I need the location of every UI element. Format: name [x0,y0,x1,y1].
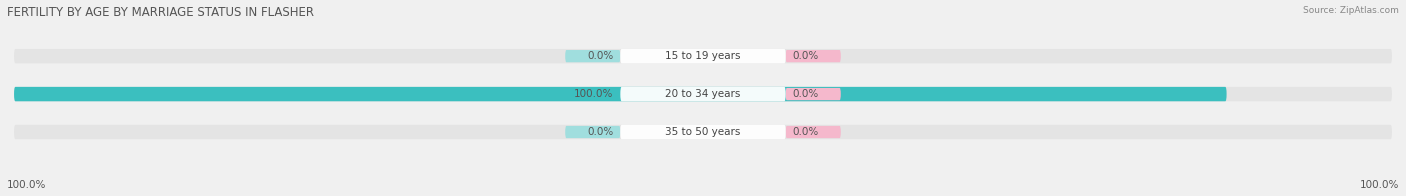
FancyBboxPatch shape [14,125,1392,139]
Text: 0.0%: 0.0% [793,127,818,137]
Text: 15 to 19 years: 15 to 19 years [665,51,741,61]
FancyBboxPatch shape [786,126,841,138]
Text: 0.0%: 0.0% [793,89,818,99]
Text: 20 to 34 years: 20 to 34 years [665,89,741,99]
FancyBboxPatch shape [565,126,620,138]
Text: 0.0%: 0.0% [588,51,613,61]
Text: 0.0%: 0.0% [793,51,818,61]
FancyBboxPatch shape [565,50,620,62]
FancyBboxPatch shape [620,87,786,101]
FancyBboxPatch shape [786,88,841,100]
Text: 0.0%: 0.0% [588,127,613,137]
Text: 35 to 50 years: 35 to 50 years [665,127,741,137]
FancyBboxPatch shape [620,49,786,63]
Text: 100.0%: 100.0% [1360,180,1399,190]
FancyBboxPatch shape [14,87,1226,101]
Text: 100.0%: 100.0% [7,180,46,190]
Text: Source: ZipAtlas.com: Source: ZipAtlas.com [1303,6,1399,15]
Text: FERTILITY BY AGE BY MARRIAGE STATUS IN FLASHER: FERTILITY BY AGE BY MARRIAGE STATUS IN F… [7,6,314,19]
FancyBboxPatch shape [14,87,1392,101]
FancyBboxPatch shape [786,50,841,62]
FancyBboxPatch shape [620,125,786,139]
Text: 100.0%: 100.0% [574,89,613,99]
FancyBboxPatch shape [14,49,1392,63]
